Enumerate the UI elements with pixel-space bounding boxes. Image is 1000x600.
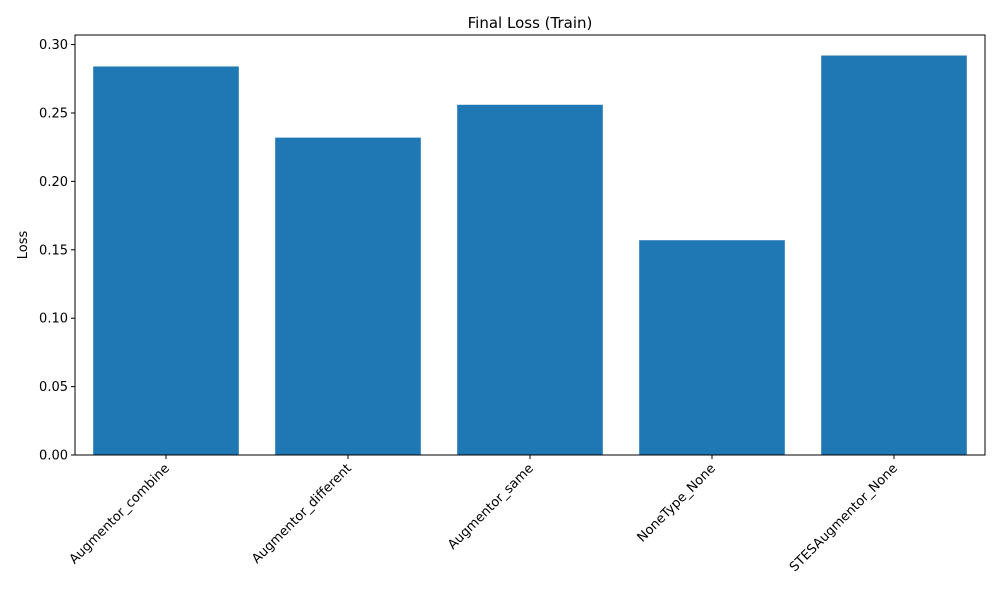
y-tick-label: 0.15 bbox=[39, 243, 68, 258]
y-axis: 0.00 0.05 0.10 0.15 0.20 0.25 0.30 bbox=[39, 38, 75, 464]
y-tick-label: 0.10 bbox=[39, 312, 68, 327]
y-tick-label: 0.20 bbox=[39, 175, 68, 190]
y-axis-label: Loss bbox=[16, 231, 31, 260]
bar-Augmentor_combine bbox=[93, 66, 239, 456]
y-tick-label: 0.05 bbox=[39, 380, 68, 395]
bar-Augmentor_different bbox=[275, 137, 421, 455]
chart-title: Final Loss (Train) bbox=[468, 14, 593, 32]
x-tick-label: Augmentor_same bbox=[445, 461, 537, 553]
y-tick-label: 0.00 bbox=[39, 449, 68, 464]
bars-group bbox=[93, 55, 967, 456]
x-axis: Augmentor_combine Augmentor_different Augm… bbox=[67, 455, 901, 575]
bar-NoneType_None bbox=[639, 240, 785, 455]
x-tick-label: NoneType_None bbox=[635, 461, 719, 545]
y-tick-label: 0.25 bbox=[39, 106, 68, 121]
x-tick-label: Augmentor_different bbox=[249, 461, 355, 567]
bar-Augmentor_same bbox=[457, 104, 603, 456]
plot-frame bbox=[74, 34, 986, 456]
y-tick-label: 0.30 bbox=[39, 38, 68, 53]
x-tick-label: STESAugmentor_None bbox=[787, 461, 901, 575]
bar-STESAugmentor_None bbox=[821, 55, 967, 455]
x-tick-label: Augmentor_combine bbox=[67, 461, 173, 567]
